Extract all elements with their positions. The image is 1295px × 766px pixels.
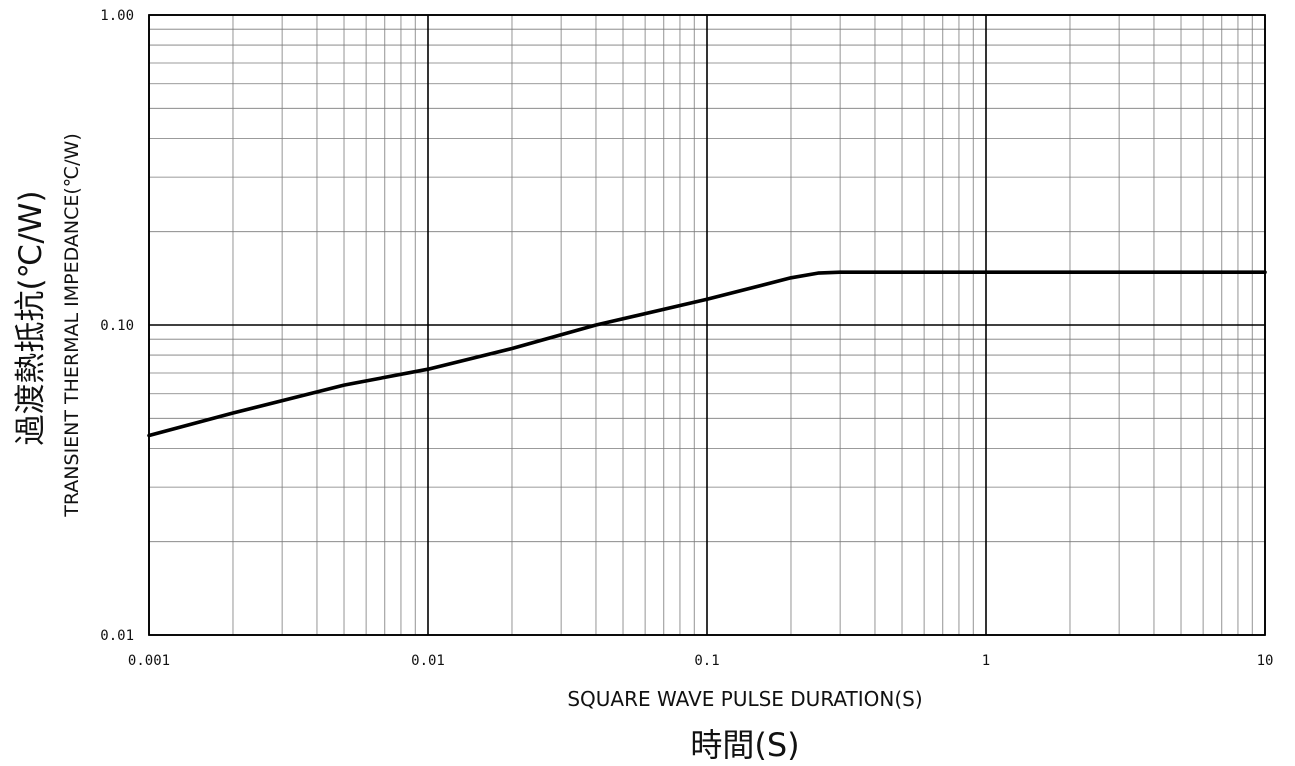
y-axis-label-jp: 過渡熱抵抗(℃/W) xyxy=(13,190,49,445)
x-axis-label-jp: 時間(S) xyxy=(690,726,799,764)
x-tick-label: 0.1 xyxy=(694,653,719,669)
plot-frame xyxy=(148,14,1266,636)
series-line xyxy=(147,270,1267,438)
x-tick-label: 0.01 xyxy=(411,653,445,669)
x-tick-label: 10 xyxy=(1257,653,1274,669)
major-grid xyxy=(148,14,1266,636)
x-axis-label: SQUARE WAVE PULSE DURATION(S) xyxy=(567,687,922,711)
y-tick-label: 1.00 xyxy=(100,8,134,24)
x-tick-label: 1 xyxy=(982,653,990,669)
y-tick-label: 0.01 xyxy=(100,628,134,644)
x-tick-label: 0.001 xyxy=(128,653,170,669)
tick-labels: 0.001 0.01 0.1 1 10 0.01 0.10 1.00 xyxy=(100,8,1273,669)
series-group xyxy=(147,270,1267,438)
y-axis-label: TRANSIENT THERMAL IMPEDANCE(℃/W) xyxy=(61,133,83,517)
y-tick-label: 0.10 xyxy=(100,318,134,334)
